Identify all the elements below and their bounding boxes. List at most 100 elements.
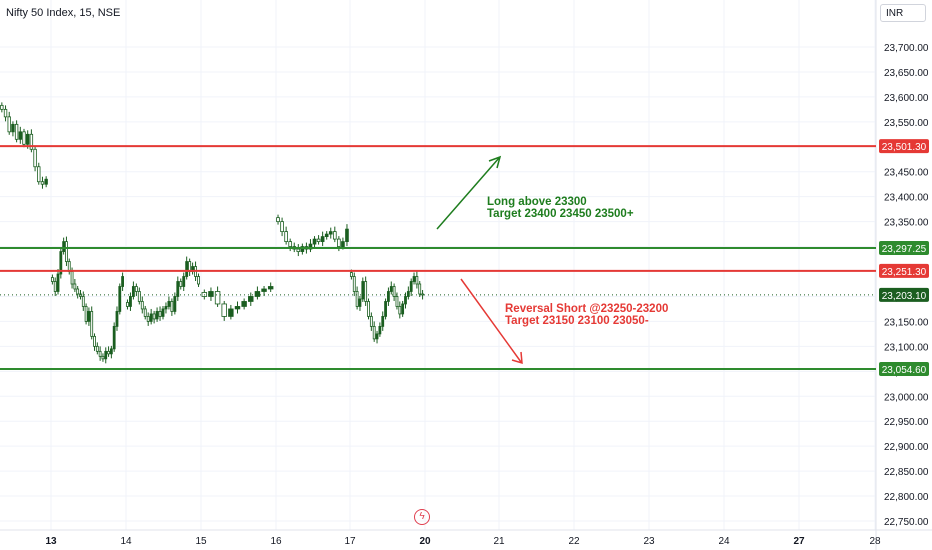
candle — [261, 285, 267, 296]
candle — [389, 281, 393, 295]
candle-body — [65, 241, 68, 262]
candle-body — [140, 301, 144, 310]
candle-body — [62, 241, 66, 252]
time-axis: 13 14 15 16 17 20 21 22 23 24 27 28 — [45, 536, 881, 547]
candle — [280, 217, 284, 237]
candle — [228, 304, 234, 320]
candle-body — [112, 326, 116, 350]
candle-body — [101, 355, 105, 360]
candle — [112, 322, 116, 352]
candle-body — [398, 306, 402, 315]
candle — [241, 298, 247, 310]
candle-body — [167, 301, 171, 307]
candle-body — [395, 296, 399, 307]
candle-body — [254, 291, 261, 297]
candle-body — [369, 316, 373, 327]
candle — [109, 345, 113, 359]
candle-body — [0, 104, 4, 110]
candle-body — [312, 238, 317, 245]
candle-body — [378, 326, 382, 335]
x-tick-label: 28 — [869, 536, 881, 547]
candle-body — [90, 311, 94, 337]
candle — [84, 303, 88, 325]
candle — [300, 243, 305, 255]
candle — [170, 298, 174, 316]
candle — [387, 287, 390, 306]
candle-body — [337, 238, 341, 247]
candle — [62, 237, 66, 255]
candle — [134, 283, 138, 296]
candle-body — [118, 286, 122, 312]
candle — [81, 291, 85, 311]
candle — [185, 256, 189, 280]
candle — [381, 311, 385, 331]
candle — [121, 272, 124, 291]
candle — [372, 321, 376, 342]
candle-body — [164, 306, 168, 310]
x-tick-label: 22 — [568, 536, 580, 547]
candle — [179, 278, 183, 290]
candle — [401, 300, 405, 317]
level-price-tag — [879, 263, 929, 278]
candle-body — [44, 178, 48, 185]
candle — [378, 322, 382, 337]
candle — [284, 226, 288, 245]
lightning-icon[interactable]: ϟ — [414, 509, 430, 525]
candle — [316, 235, 321, 245]
candle — [3, 105, 8, 122]
x-tick-label: 16 — [270, 536, 282, 547]
candle — [167, 296, 171, 310]
candle-body — [228, 308, 234, 317]
candle-body — [7, 116, 11, 133]
candle — [129, 292, 132, 311]
long-annotation: Long above 23300 Target 23400 23450 2350… — [487, 196, 634, 220]
candle-body — [93, 335, 96, 347]
long-arrow — [436, 157, 500, 230]
candle-body — [59, 251, 63, 275]
candle-body — [104, 350, 108, 360]
currency-selector[interactable]: INR — [880, 4, 926, 22]
x-tick-label: 15 — [195, 536, 207, 547]
candle — [248, 292, 254, 306]
candle-body — [3, 108, 8, 118]
candle — [73, 279, 77, 292]
candle — [67, 258, 71, 275]
x-tick-label: 27 — [793, 536, 805, 547]
candle — [355, 286, 359, 310]
levels: 23,501.30 23,297.25 23,251.30 23,054.60 — [0, 139, 929, 377]
candle-body — [358, 298, 362, 307]
y-tick-label: 23,100.00 — [884, 342, 929, 353]
candle — [406, 286, 410, 300]
candle-body — [126, 302, 129, 307]
candle — [254, 286, 261, 300]
level-price-label: 23,251.30 — [882, 267, 927, 278]
candle — [352, 272, 356, 296]
candle — [90, 306, 94, 340]
candle-body — [107, 350, 110, 355]
candle — [214, 286, 221, 307]
candle — [40, 176, 45, 189]
level-price-tag — [879, 362, 929, 377]
y-tick-label: 23,150.00 — [884, 317, 929, 328]
candle — [87, 307, 91, 326]
candle-body — [392, 286, 396, 297]
candle-body — [409, 281, 413, 292]
y-tick-label: 22,900.00 — [884, 442, 929, 453]
long-annotation-line2: Target 23400 23450 23500+ — [487, 208, 634, 220]
candle — [18, 126, 22, 144]
candle — [98, 346, 102, 361]
candle-body — [234, 306, 241, 310]
candle — [276, 214, 280, 225]
candle — [345, 224, 349, 247]
y-tick-label: 22,800.00 — [884, 492, 929, 503]
y-tick-label: 22,850.00 — [884, 467, 929, 478]
candle — [324, 231, 329, 240]
candle — [398, 301, 402, 319]
candle — [7, 111, 11, 135]
candle-body — [115, 311, 119, 327]
candle — [51, 274, 54, 285]
candle — [191, 262, 195, 275]
candle — [173, 292, 177, 315]
candle-body — [372, 326, 376, 340]
